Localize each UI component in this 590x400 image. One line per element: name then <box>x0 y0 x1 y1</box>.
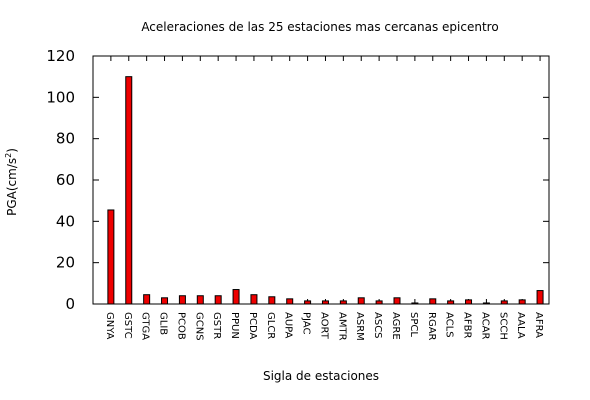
bar <box>393 297 401 305</box>
plot-border <box>92 55 550 305</box>
plot-area: 0 20 40 60 80 100 120 GNYA GSTC GTGA GLIB PCOB GCNS G… <box>46 47 550 341</box>
x-tick-label: AFBR <box>462 312 473 338</box>
x-axis-label: Sigla de estaciones <box>263 369 379 383</box>
x-tick-label: SCCH <box>497 312 508 340</box>
bar <box>214 295 222 305</box>
y-axis-label: PGA(cm/s2) <box>4 148 19 216</box>
chart-title: Aceleraciones de las 25 estaciones mas c… <box>141 20 498 34</box>
x-tick-label: GCNS <box>193 312 204 341</box>
x-tick-label: GSTR <box>211 312 222 339</box>
bar <box>339 300 347 305</box>
x-tick-label: ACAR <box>479 312 490 339</box>
y-tick-label: 100 <box>46 88 75 106</box>
x-tick-label: RGAR <box>426 312 437 341</box>
y-tick-label: 120 <box>46 47 75 65</box>
y-axis-label-close: ) <box>5 148 19 153</box>
x-tick-label: ACLS <box>444 312 455 338</box>
x-tick-label: PJAC <box>301 312 312 334</box>
bar <box>125 76 133 305</box>
y-tick-label: 80 <box>56 130 75 148</box>
bar <box>482 302 490 305</box>
bar <box>357 297 365 305</box>
y-axis-label-text: PGA(cm/s <box>5 158 19 216</box>
y-tick-label: 60 <box>56 171 75 189</box>
bar <box>411 302 419 305</box>
x-tick-label: GLIB <box>158 312 169 335</box>
x-tick-label: ASRM <box>354 312 365 341</box>
bar <box>286 298 294 305</box>
x-tick-label: ASCS <box>372 312 383 339</box>
x-tick-label: AORT <box>318 312 329 340</box>
x-tick-label: AMTR <box>336 312 347 341</box>
x-tick-label: AFRA <box>533 312 544 338</box>
bar <box>268 296 276 305</box>
bar <box>232 289 240 305</box>
x-tick-label: AALA <box>515 312 526 339</box>
bar <box>375 300 383 305</box>
x-tick-label: GSTC <box>122 312 133 339</box>
bar <box>161 297 169 305</box>
x-tick-label: GLCR <box>265 312 276 339</box>
bar <box>536 290 544 305</box>
bar <box>321 300 329 305</box>
bar <box>500 300 508 305</box>
bar <box>143 294 151 305</box>
bar <box>518 299 526 305</box>
x-tick-label: GNYA <box>104 312 115 340</box>
x-tick-label: SPCL <box>408 312 419 337</box>
bar <box>250 294 258 305</box>
y-tick-label: 20 <box>56 254 75 272</box>
x-tick-label: AGRE <box>390 312 401 340</box>
y-tick-label: 40 <box>56 212 75 230</box>
bar <box>465 299 473 305</box>
y-tick-label: 0 <box>65 295 75 313</box>
svg-text:PGA(cm/s2): PGA(cm/s2) <box>4 148 19 216</box>
x-tick-label: GTGA <box>140 312 151 340</box>
x-tick-label: PCDA <box>247 312 258 340</box>
x-tick-label: AUPA <box>283 312 294 339</box>
bar <box>429 298 437 305</box>
x-tick-label: PPUN <box>229 312 240 339</box>
bar <box>447 300 455 305</box>
bar <box>304 300 312 305</box>
x-tick-label: PCOB <box>175 312 186 340</box>
bar <box>178 295 186 305</box>
bar <box>107 209 115 305</box>
y-axis-label-superscript: 2 <box>4 153 13 158</box>
bar <box>196 295 204 305</box>
